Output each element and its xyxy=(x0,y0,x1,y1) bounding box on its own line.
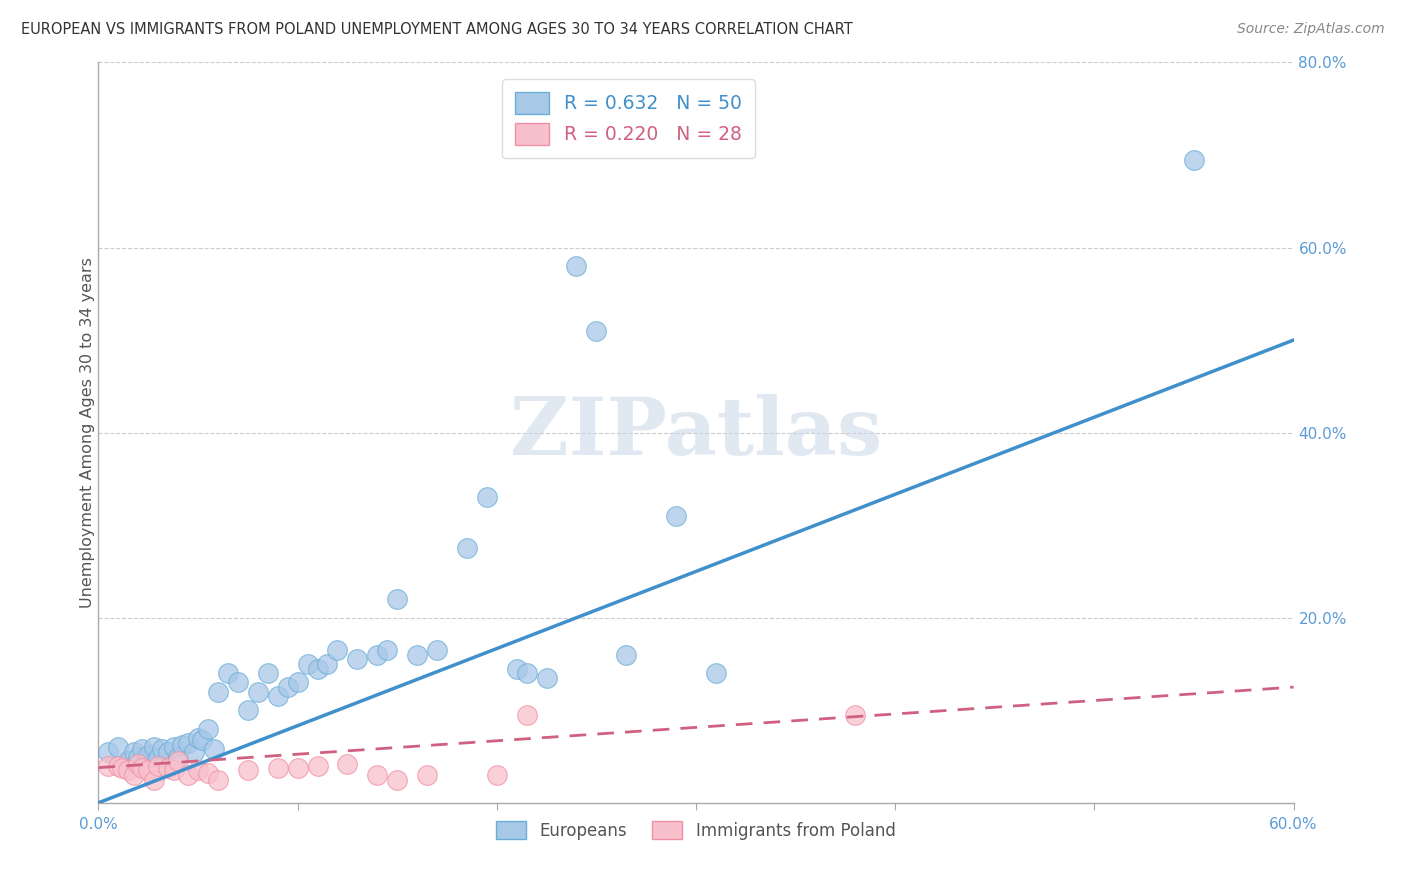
Europeans xyxy=(157,745,180,759)
Europeans xyxy=(297,657,319,671)
Immigrants from Poland xyxy=(136,764,159,778)
Immigrants from Poland xyxy=(163,764,186,778)
Europeans xyxy=(150,742,173,756)
Europeans xyxy=(117,754,139,768)
Immigrants from Poland xyxy=(267,761,290,775)
Immigrants from Poland xyxy=(148,758,170,772)
Immigrants from Poland xyxy=(207,772,229,787)
Immigrants from Poland xyxy=(157,761,180,775)
Europeans xyxy=(426,643,449,657)
Immigrants from Poland xyxy=(197,766,219,780)
Europeans xyxy=(236,703,259,717)
Immigrants from Poland xyxy=(336,756,359,771)
Immigrants from Poland xyxy=(97,758,120,772)
Immigrants from Poland xyxy=(131,761,153,775)
Text: EUROPEAN VS IMMIGRANTS FROM POLAND UNEMPLOYMENT AMONG AGES 30 TO 34 YEARS CORREL: EUROPEAN VS IMMIGRANTS FROM POLAND UNEMP… xyxy=(21,22,853,37)
Europeans xyxy=(506,662,529,676)
Immigrants from Poland xyxy=(177,768,200,782)
Europeans xyxy=(307,662,329,676)
Immigrants from Poland xyxy=(416,768,439,782)
Europeans xyxy=(375,643,398,657)
Legend: Europeans, Immigrants from Poland: Europeans, Immigrants from Poland xyxy=(489,814,903,847)
Text: Source: ZipAtlas.com: Source: ZipAtlas.com xyxy=(1237,22,1385,37)
Immigrants from Poland xyxy=(167,754,190,768)
Europeans xyxy=(267,690,290,704)
Immigrants from Poland xyxy=(117,764,139,778)
Europeans xyxy=(277,680,299,694)
Immigrants from Poland xyxy=(124,768,146,782)
Immigrants from Poland xyxy=(187,764,209,778)
Europeans xyxy=(124,745,146,759)
Immigrants from Poland xyxy=(307,758,329,772)
Europeans xyxy=(127,749,149,764)
Europeans xyxy=(191,732,214,747)
Europeans xyxy=(226,675,249,690)
Europeans xyxy=(614,648,637,662)
Immigrants from Poland xyxy=(485,768,508,782)
Europeans xyxy=(406,648,429,662)
Europeans xyxy=(131,742,153,756)
Europeans xyxy=(665,508,688,523)
Europeans xyxy=(385,592,409,607)
Immigrants from Poland xyxy=(111,761,134,775)
Europeans xyxy=(585,324,607,338)
Europeans xyxy=(187,731,209,745)
Europeans xyxy=(163,740,186,755)
Europeans xyxy=(346,652,368,666)
Europeans xyxy=(172,739,194,753)
Europeans xyxy=(136,747,159,762)
Europeans xyxy=(287,675,309,690)
Europeans xyxy=(197,722,219,736)
Europeans xyxy=(143,740,166,755)
Europeans xyxy=(536,671,558,685)
Y-axis label: Unemployment Among Ages 30 to 34 years: Unemployment Among Ages 30 to 34 years xyxy=(80,257,94,608)
Europeans xyxy=(326,643,349,657)
Europeans xyxy=(475,491,498,505)
Immigrants from Poland xyxy=(287,761,309,775)
Immigrants from Poland xyxy=(366,768,388,782)
Europeans xyxy=(183,745,205,759)
Immigrants from Poland xyxy=(127,756,149,771)
Immigrants from Poland xyxy=(107,758,129,772)
Immigrants from Poland xyxy=(143,772,166,787)
Europeans xyxy=(366,648,388,662)
Europeans xyxy=(704,666,727,681)
Text: ZIPatlas: ZIPatlas xyxy=(510,393,882,472)
Immigrants from Poland xyxy=(236,764,259,778)
Immigrants from Poland xyxy=(844,707,866,722)
Europeans xyxy=(97,745,120,759)
Europeans xyxy=(256,666,278,681)
Europeans xyxy=(217,666,239,681)
Europeans xyxy=(316,657,339,671)
Europeans xyxy=(516,666,538,681)
Immigrants from Poland xyxy=(385,772,409,787)
Immigrants from Poland xyxy=(516,707,538,722)
Europeans xyxy=(148,751,170,765)
Europeans xyxy=(167,749,190,764)
Europeans xyxy=(565,259,588,273)
Europeans xyxy=(107,740,129,755)
Europeans xyxy=(1182,153,1205,167)
Europeans xyxy=(207,685,229,699)
Europeans xyxy=(177,736,200,750)
Europeans xyxy=(246,685,269,699)
Europeans xyxy=(456,541,478,556)
Europeans xyxy=(202,742,225,756)
